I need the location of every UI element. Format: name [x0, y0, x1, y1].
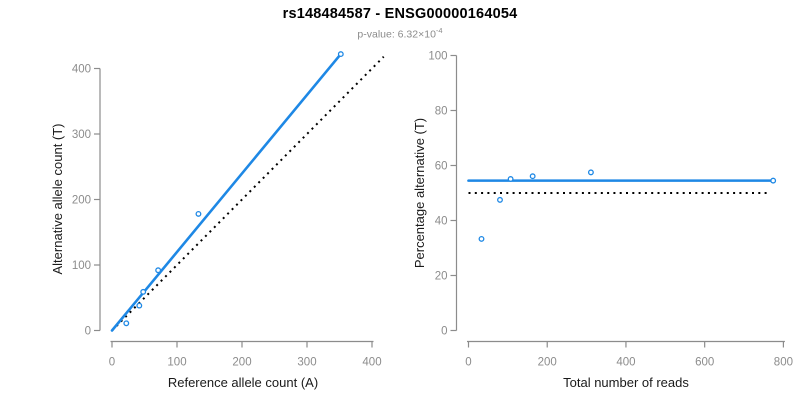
y-axis-label: Percentage alternative (T) — [412, 118, 427, 268]
fit-line — [110, 52, 343, 332]
x-axis-label: Total number of reads — [563, 375, 689, 390]
figure-title: rs148484587 - ENSG00000164054 — [282, 6, 518, 22]
panel-right: 0 20 40 60 80 100 0 200 400 600 800 Total number of… — [412, 51, 793, 391]
x-axis-tick-label: 200 — [538, 357, 557, 369]
x-axis-tick-label: 0 — [109, 357, 115, 369]
data-point — [529, 173, 536, 180]
x-axis-tick-label: 800 — [774, 357, 793, 369]
y-axis-tick-label: 40 — [435, 216, 448, 228]
pvalue-label: p-value: — [357, 28, 398, 41]
pvalue-exponent: -4 — [435, 26, 443, 35]
y-axis-tick-label: 200 — [72, 195, 91, 207]
x-axis-label: Reference allele count (A) — [168, 375, 318, 390]
data-point — [155, 267, 162, 274]
data-point — [507, 176, 514, 182]
data-point — [140, 288, 147, 295]
data-point — [136, 302, 143, 309]
x-axis-tick-label: 400 — [616, 357, 635, 369]
x-axis-tick-label: 600 — [695, 357, 714, 369]
y-axis-tick-label: 0 — [85, 326, 91, 338]
data-point — [337, 51, 344, 58]
y-axis-tick-label: 100 — [72, 260, 91, 272]
pvalue-subtitle: p-value: 6.32×10-4 — [0, 26, 800, 41]
y-axis-tick-label: 80 — [435, 106, 448, 118]
y-axis-tick-label: 100 — [428, 51, 447, 63]
x-axis-tick-label: 100 — [167, 357, 186, 369]
x-axis-tick-label: 200 — [232, 357, 251, 369]
data-point — [770, 177, 777, 184]
data-point — [195, 210, 202, 217]
data-point — [497, 196, 503, 203]
data-point — [587, 169, 594, 176]
y-axis-tick-label: 60 — [435, 161, 448, 173]
data-point — [123, 320, 130, 327]
y-axis-tick-label: 400 — [72, 64, 91, 76]
pvalue-base: 6.32×10 — [397, 28, 436, 41]
panel-left: 0 100 200 300 400 0 100 200 300 400 Reference alle… — [50, 51, 385, 390]
y-axis-tick-label: 20 — [435, 271, 448, 283]
y-axis-tick-label: 0 — [441, 326, 447, 338]
x-axis-tick-label: 300 — [297, 357, 316, 369]
y-axis-tick-label: 300 — [72, 129, 91, 141]
y-axis-label: Alternative allele count (T) — [50, 123, 65, 274]
reference-dotted-line — [111, 56, 385, 332]
x-axis-tick-label: 400 — [362, 357, 381, 369]
x-axis-tick-label: 0 — [465, 357, 471, 369]
data-point — [478, 235, 485, 242]
